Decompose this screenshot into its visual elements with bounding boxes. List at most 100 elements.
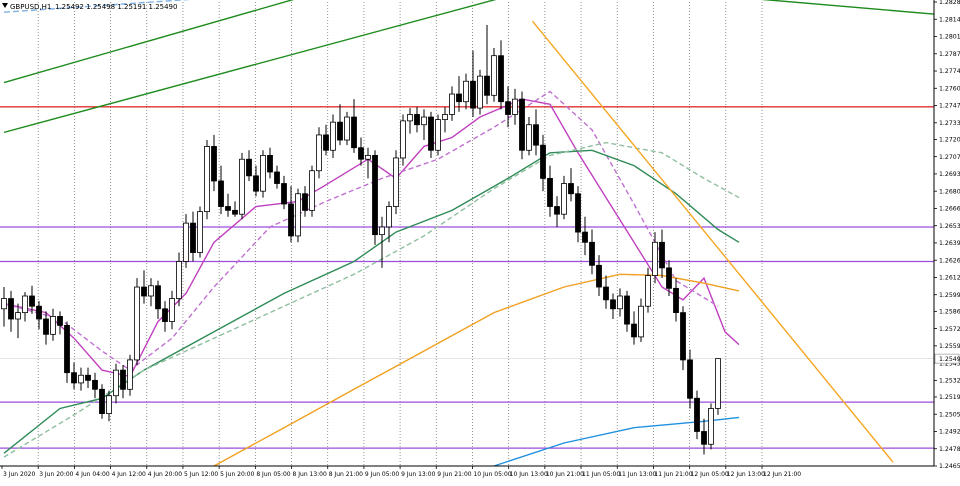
candle[interactable]	[106, 390, 112, 422]
candle[interactable]	[512, 88, 518, 125]
candle[interactable]	[36, 301, 42, 330]
candle[interactable]	[22, 292, 28, 322]
candle[interactable]	[449, 86, 455, 121]
candle[interactable]	[428, 111, 434, 158]
candle[interactable]	[575, 186, 581, 243]
candle[interactable]	[232, 201, 238, 217]
candle[interactable]	[43, 311, 49, 345]
candle[interactable]	[50, 308, 56, 341]
trend-line[interactable]	[531, 20, 894, 463]
trend-line[interactable]	[3, 0, 543, 134]
candle[interactable]	[561, 175, 567, 220]
candle[interactable]	[176, 252, 182, 307]
candle[interactable]	[330, 114, 336, 158]
candle[interactable]	[1, 287, 7, 327]
candle[interactable]	[29, 285, 35, 314]
candle[interactable]	[183, 214, 189, 268]
candle[interactable]	[477, 69, 483, 115]
candle[interactable]	[421, 109, 427, 141]
chart-menu-icon[interactable]	[2, 3, 8, 8]
candle[interactable]	[400, 114, 406, 166]
trend-line[interactable]	[718, 0, 943, 16]
candle[interactable]	[92, 372, 98, 399]
candle[interactable]	[687, 349, 693, 409]
candle[interactable]	[498, 40, 504, 110]
candle[interactable]	[57, 311, 63, 335]
candle[interactable]	[715, 358, 721, 415]
candle[interactable]	[15, 303, 21, 339]
candle[interactable]	[582, 216, 588, 256]
candle[interactable]	[463, 73, 469, 110]
candle[interactable]	[260, 150, 266, 198]
candle[interactable]	[351, 99, 357, 153]
candle[interactable]	[204, 140, 210, 220]
candle[interactable]	[673, 278, 679, 322]
candle[interactable]	[246, 150, 252, 181]
candle[interactable]	[358, 137, 364, 166]
candle[interactable]	[288, 186, 294, 243]
candle[interactable]	[393, 150, 399, 215]
candle[interactable]	[554, 196, 560, 227]
candle[interactable]	[659, 229, 665, 279]
candle[interactable]	[652, 232, 658, 284]
candle[interactable]	[134, 278, 140, 366]
candle[interactable]	[155, 280, 161, 320]
candle[interactable]	[701, 418, 707, 455]
candle[interactable]	[337, 104, 343, 146]
candle[interactable]	[239, 152, 245, 220]
candle[interactable]	[624, 290, 630, 332]
candle[interactable]	[99, 384, 105, 419]
candle[interactable]	[120, 365, 126, 399]
candle[interactable]	[211, 134, 217, 192]
candle[interactable]	[365, 147, 371, 179]
candle[interactable]	[8, 290, 14, 332]
candle[interactable]	[267, 147, 273, 179]
trend-line[interactable]	[3, 0, 347, 84]
candle[interactable]	[638, 298, 644, 343]
candle[interactable]	[505, 86, 511, 128]
candle[interactable]	[631, 311, 637, 345]
candle[interactable]	[547, 165, 553, 217]
candle[interactable]	[540, 134, 546, 192]
candle[interactable]	[162, 301, 168, 332]
candle[interactable]	[617, 288, 623, 317]
candle[interactable]	[197, 206, 203, 258]
candle[interactable]	[435, 114, 441, 156]
candle[interactable]	[71, 362, 77, 390]
candle[interactable]	[274, 165, 280, 189]
candle[interactable]	[680, 306, 686, 371]
candle[interactable]	[64, 321, 70, 383]
candle[interactable]	[316, 127, 322, 179]
candle[interactable]	[470, 50, 476, 118]
candle[interactable]	[386, 201, 392, 243]
candle[interactable]	[526, 117, 532, 156]
candle[interactable]	[610, 293, 616, 320]
candle[interactable]	[281, 175, 287, 210]
candle[interactable]	[218, 165, 224, 215]
candle[interactable]	[344, 111, 350, 146]
candle[interactable]	[484, 25, 490, 105]
trend-line[interactable]	[3, 0, 263, 13]
candle[interactable]	[442, 106, 448, 133]
candle[interactable]	[596, 255, 602, 296]
candle[interactable]	[603, 275, 609, 309]
candle[interactable]	[568, 168, 574, 202]
candle[interactable]	[379, 216, 385, 268]
candle[interactable]	[295, 188, 301, 243]
candle[interactable]	[491, 48, 497, 102]
candle[interactable]	[141, 270, 147, 304]
candle[interactable]	[519, 91, 525, 160]
candle[interactable]	[414, 106, 420, 133]
candle[interactable]	[645, 267, 651, 313]
candle[interactable]	[113, 363, 119, 404]
candle[interactable]	[127, 354, 133, 396]
candle[interactable]	[589, 229, 595, 275]
candle[interactable]	[372, 150, 378, 245]
candle[interactable]	[78, 367, 84, 391]
candle[interactable]	[456, 76, 462, 112]
candle[interactable]	[148, 278, 154, 307]
candle[interactable]	[190, 211, 196, 262]
candle[interactable]	[708, 403, 714, 450]
candle[interactable]	[169, 290, 175, 330]
